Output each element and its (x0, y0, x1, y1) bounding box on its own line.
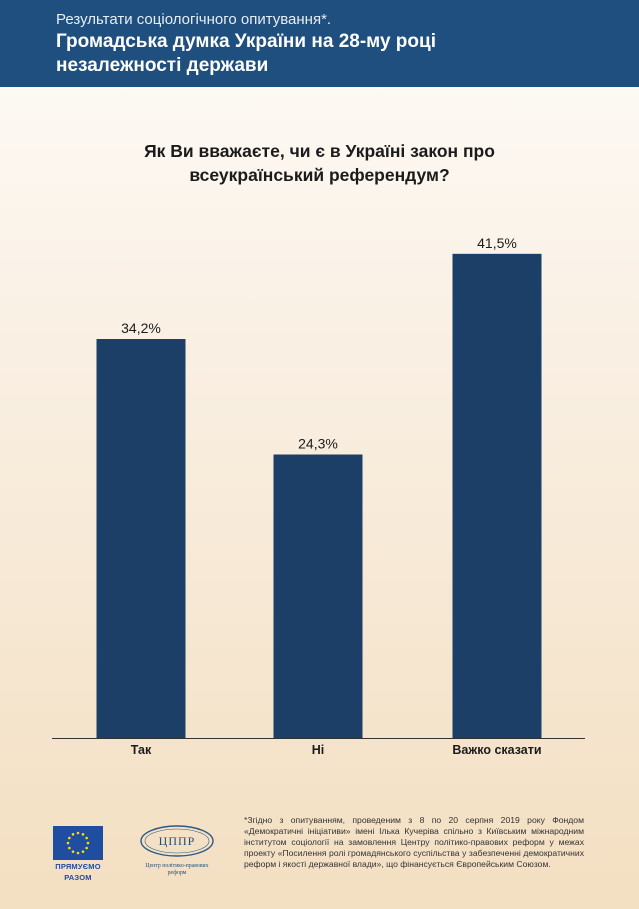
question-line1: Як Ви вважаєте, чи є в Україні закон про (144, 141, 495, 161)
header-subtitle: Результати соціологічного опитування*. (56, 11, 332, 28)
category-label: Важко сказати (452, 743, 541, 757)
cppr-emblem-icon: ЦППР (140, 825, 214, 857)
category-label: Ні (312, 743, 325, 757)
eu-logo-line1: ПРЯМУЄМО (55, 862, 101, 871)
eu-logo-line2: РАЗОМ (64, 873, 92, 882)
bar (96, 339, 186, 738)
page-header: Результати соціологічного опитування*. Г… (0, 0, 639, 87)
header-title-line2: незалежності держави (56, 55, 269, 76)
cppr-logo-line2: реформ (167, 870, 187, 876)
chart-question: Як Ви вважаєте, чи є в Україні закон про… (60, 139, 579, 187)
data-label: 24,3% (298, 436, 338, 452)
header-title-line1: Громадська думка України на 28-му році (56, 31, 436, 52)
eu-logo: ПРЯМУЄМО РАЗОМ (50, 826, 106, 882)
eu-star-icon (85, 836, 88, 840)
eu-star-icon (71, 850, 75, 853)
question-line2: всеукраїнський референдум? (189, 165, 450, 185)
eu-star-icon (76, 851, 80, 855)
bar (273, 454, 363, 738)
category-label: Так (131, 743, 152, 757)
footnote: *Згідно з опитуванням, проведеним з 8 по… (244, 815, 584, 869)
cppr-logo: ЦППР Центр політико-правових реформ (132, 824, 222, 877)
eu-star-icon (71, 833, 75, 836)
eu-star-icon (81, 833, 85, 836)
cppr-abbreviation: ЦППР (159, 834, 196, 848)
eu-star-icon (68, 846, 71, 850)
eu-star-icon (66, 841, 70, 845)
bar-chart: 34,2% Так 24,3% Ні 41,5% Важко сказати (52, 235, 585, 757)
data-label: 34,2% (121, 320, 161, 336)
data-label: 41,5% (477, 235, 517, 251)
bar (452, 253, 542, 739)
eu-star-icon (86, 841, 90, 845)
eu-star-icon (68, 836, 71, 840)
eu-stars-icon (66, 831, 90, 855)
eu-flag-icon (53, 826, 103, 860)
eu-star-icon (85, 846, 88, 850)
eu-star-icon (81, 850, 85, 853)
eu-star-icon (76, 831, 80, 835)
cppr-logo-line1: Центр політико-правових (145, 863, 209, 869)
